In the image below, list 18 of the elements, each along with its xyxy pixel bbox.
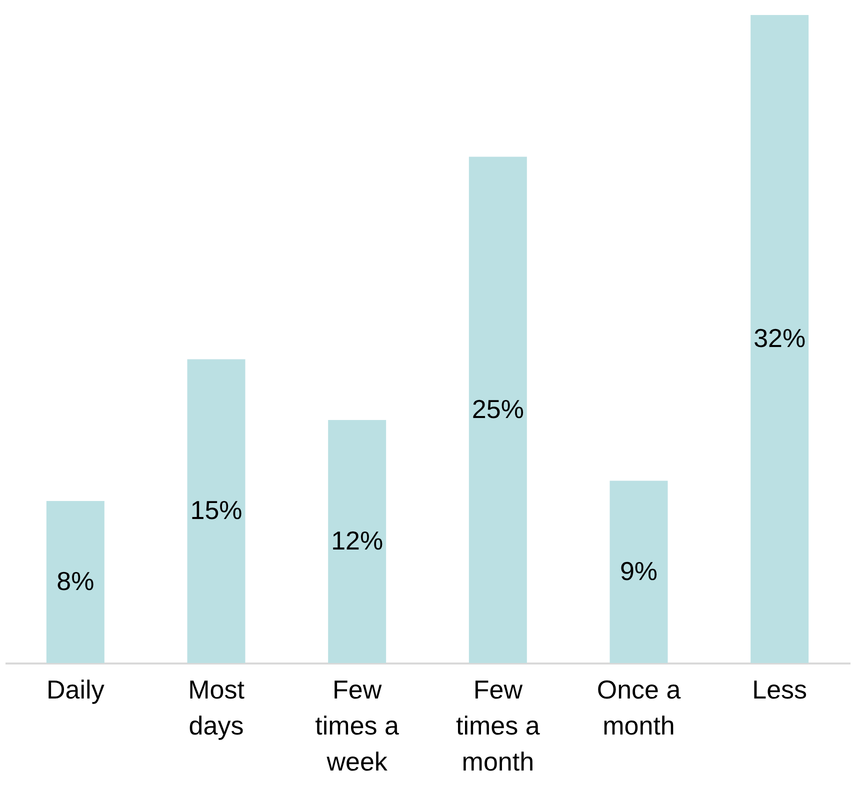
x-tick-label: Few times a month	[456, 674, 540, 776]
bar	[468, 156, 527, 663]
data-label: 9%	[620, 556, 658, 586]
data-label: 8%	[56, 566, 94, 596]
x-tick-label: Less	[752, 674, 808, 704]
bar	[610, 480, 668, 663]
bar	[750, 15, 809, 663]
bar	[187, 359, 246, 663]
data-label: 15%	[190, 495, 242, 526]
data-label: 12%	[331, 526, 384, 556]
data-label: 32%	[754, 323, 806, 353]
data-label: 25%	[472, 394, 524, 424]
x-tick-label: Once a month	[596, 674, 682, 740]
bar	[328, 420, 386, 663]
x-tick-label: Few times a week	[315, 674, 400, 776]
bar	[46, 501, 104, 663]
x-tick-label: Most days	[188, 674, 246, 740]
x-tick-label: Daily	[46, 674, 104, 704]
